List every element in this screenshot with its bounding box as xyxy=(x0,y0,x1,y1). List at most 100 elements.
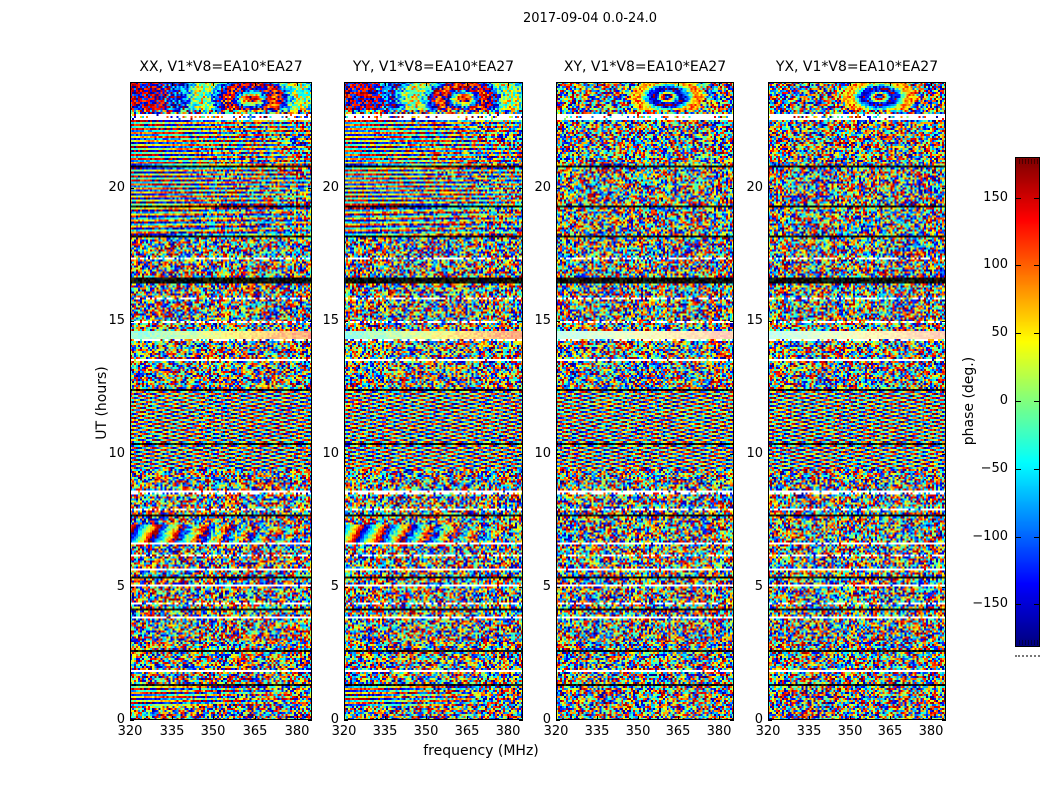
heatmap-panel-xx: XX, V1*V8=EA10*EA27 320 335 350 365 380 0 5 10 1… xyxy=(108,59,312,739)
x-tick-label: 350 xyxy=(837,724,863,739)
colorbar-tick-mark xyxy=(1016,604,1021,605)
colorbar-tick-mark xyxy=(1016,537,1021,538)
y-tick-mark xyxy=(519,188,523,189)
x-tick-mark xyxy=(809,82,810,86)
y-tick-label: 5 xyxy=(330,579,339,594)
heatmap-panel-yy: YY, V1*V8=EA10*EA27 320 335 350 365 380 0 5 10 1… xyxy=(322,59,523,739)
colorbar-tick-label: 0 xyxy=(999,393,1008,408)
y-tick-mark xyxy=(942,321,946,322)
y-tick-mark xyxy=(344,720,348,721)
colorbar-tick-mark xyxy=(1034,469,1039,470)
x-tick-mark xyxy=(172,82,173,86)
x-tick-mark xyxy=(130,82,131,86)
y-tick-mark xyxy=(519,321,523,322)
y-tick-mark xyxy=(768,188,772,189)
x-tick-label: 320 xyxy=(755,724,781,739)
x-tick-mark xyxy=(213,82,214,86)
y-tick-mark xyxy=(768,720,772,721)
y-tick-mark xyxy=(730,587,734,588)
x-tick-mark xyxy=(890,82,891,86)
x-tick-mark xyxy=(597,716,598,720)
colorbar-tick-label: −100 xyxy=(972,529,1008,544)
y-tick-mark xyxy=(942,454,946,455)
x-tick-label: 365 xyxy=(877,724,903,739)
colorbar-tick-label: 150 xyxy=(983,190,1008,205)
y-tick-mark xyxy=(344,454,348,455)
y-tick-label: 0 xyxy=(330,712,339,727)
y-tick-label: 20 xyxy=(534,180,551,195)
x-tick-label: 365 xyxy=(454,724,480,739)
y-tick-mark xyxy=(130,454,134,455)
y-tick-mark xyxy=(130,321,134,322)
x-tick-mark xyxy=(255,82,256,86)
y-tick-mark xyxy=(730,454,734,455)
x-tick-mark xyxy=(426,716,427,720)
figure-title: 2017-09-04 0.0-24.0 xyxy=(523,11,657,26)
y-tick-mark xyxy=(768,454,772,455)
x-tick-mark xyxy=(385,716,386,720)
x-tick-mark xyxy=(508,82,509,86)
x-tick-label: 365 xyxy=(242,724,268,739)
x-tick-mark xyxy=(556,82,557,86)
x-tick-mark xyxy=(426,82,427,86)
colorbar-extend-dots xyxy=(1015,655,1040,657)
panel-border xyxy=(344,82,523,720)
x-tick-label: 335 xyxy=(159,724,185,739)
y-tick-mark xyxy=(942,720,946,721)
y-tick-mark xyxy=(308,188,312,189)
colorbar-tick-mark xyxy=(1034,198,1039,199)
y-tick-label: 0 xyxy=(754,712,763,727)
x-tick-mark xyxy=(890,716,891,720)
y-tick-mark xyxy=(730,188,734,189)
y-tick-label: 10 xyxy=(746,446,763,461)
y-tick-mark xyxy=(308,321,312,322)
x-tick-mark xyxy=(508,716,509,720)
heatmap-panel-yx: YX, V1*V8=EA10*EA27 320 335 350 365 380 0 5 10 1… xyxy=(746,59,946,739)
heatmap-canvas-xy xyxy=(556,82,734,720)
x-tick-label: 350 xyxy=(200,724,226,739)
y-tick-label: 20 xyxy=(746,180,763,195)
heatmap-canvas-xx xyxy=(130,82,312,720)
x-tick-label: 320 xyxy=(543,724,569,739)
y-tick-mark xyxy=(308,587,312,588)
colorbar-tick-mark xyxy=(1016,198,1021,199)
x-tick-mark xyxy=(719,716,720,720)
colorbar-tick-mark xyxy=(1016,469,1021,470)
y-tick-mark xyxy=(519,454,523,455)
y-tick-label: 20 xyxy=(322,180,339,195)
x-tick-mark xyxy=(344,716,345,720)
y-tick-mark xyxy=(942,188,946,189)
y-tick-label: 15 xyxy=(534,313,551,328)
y-tick-mark xyxy=(519,720,523,721)
x-tick-mark xyxy=(850,716,851,720)
x-tick-mark xyxy=(385,82,386,86)
x-axis-label: frequency (MHz) xyxy=(423,743,539,759)
panel-title-xy: XY, V1*V8=EA10*EA27 xyxy=(563,59,727,75)
y-tick-mark xyxy=(130,188,134,189)
heatmap-panel-xy: XY, V1*V8=EA10*EA27 320 335 350 365 380 0 5 10 1… xyxy=(534,59,734,739)
colorbar-tick-label: 100 xyxy=(983,257,1008,272)
x-tick-label: 320 xyxy=(117,724,143,739)
y-tick-mark xyxy=(730,720,734,721)
x-tick-label: 380 xyxy=(918,724,944,739)
x-tick-mark xyxy=(556,716,557,720)
panel-border xyxy=(130,82,312,720)
x-tick-mark xyxy=(213,716,214,720)
colorbar-tick-mark xyxy=(1016,265,1021,266)
x-tick-mark xyxy=(597,82,598,86)
x-tick-label: 335 xyxy=(796,724,822,739)
x-tick-label: 350 xyxy=(413,724,439,739)
y-tick-label: 5 xyxy=(116,579,125,594)
y-tick-mark xyxy=(556,720,560,721)
y-tick-mark xyxy=(130,587,134,588)
colorbar-tick-label: −150 xyxy=(972,596,1008,611)
x-tick-mark xyxy=(467,82,468,86)
x-tick-mark xyxy=(130,716,131,720)
x-tick-mark xyxy=(638,716,639,720)
y-tick-mark xyxy=(556,321,560,322)
colorbar-tick-mark xyxy=(1034,604,1039,605)
y-tick-mark xyxy=(556,587,560,588)
y-tick-mark xyxy=(344,188,348,189)
x-tick-mark xyxy=(297,716,298,720)
